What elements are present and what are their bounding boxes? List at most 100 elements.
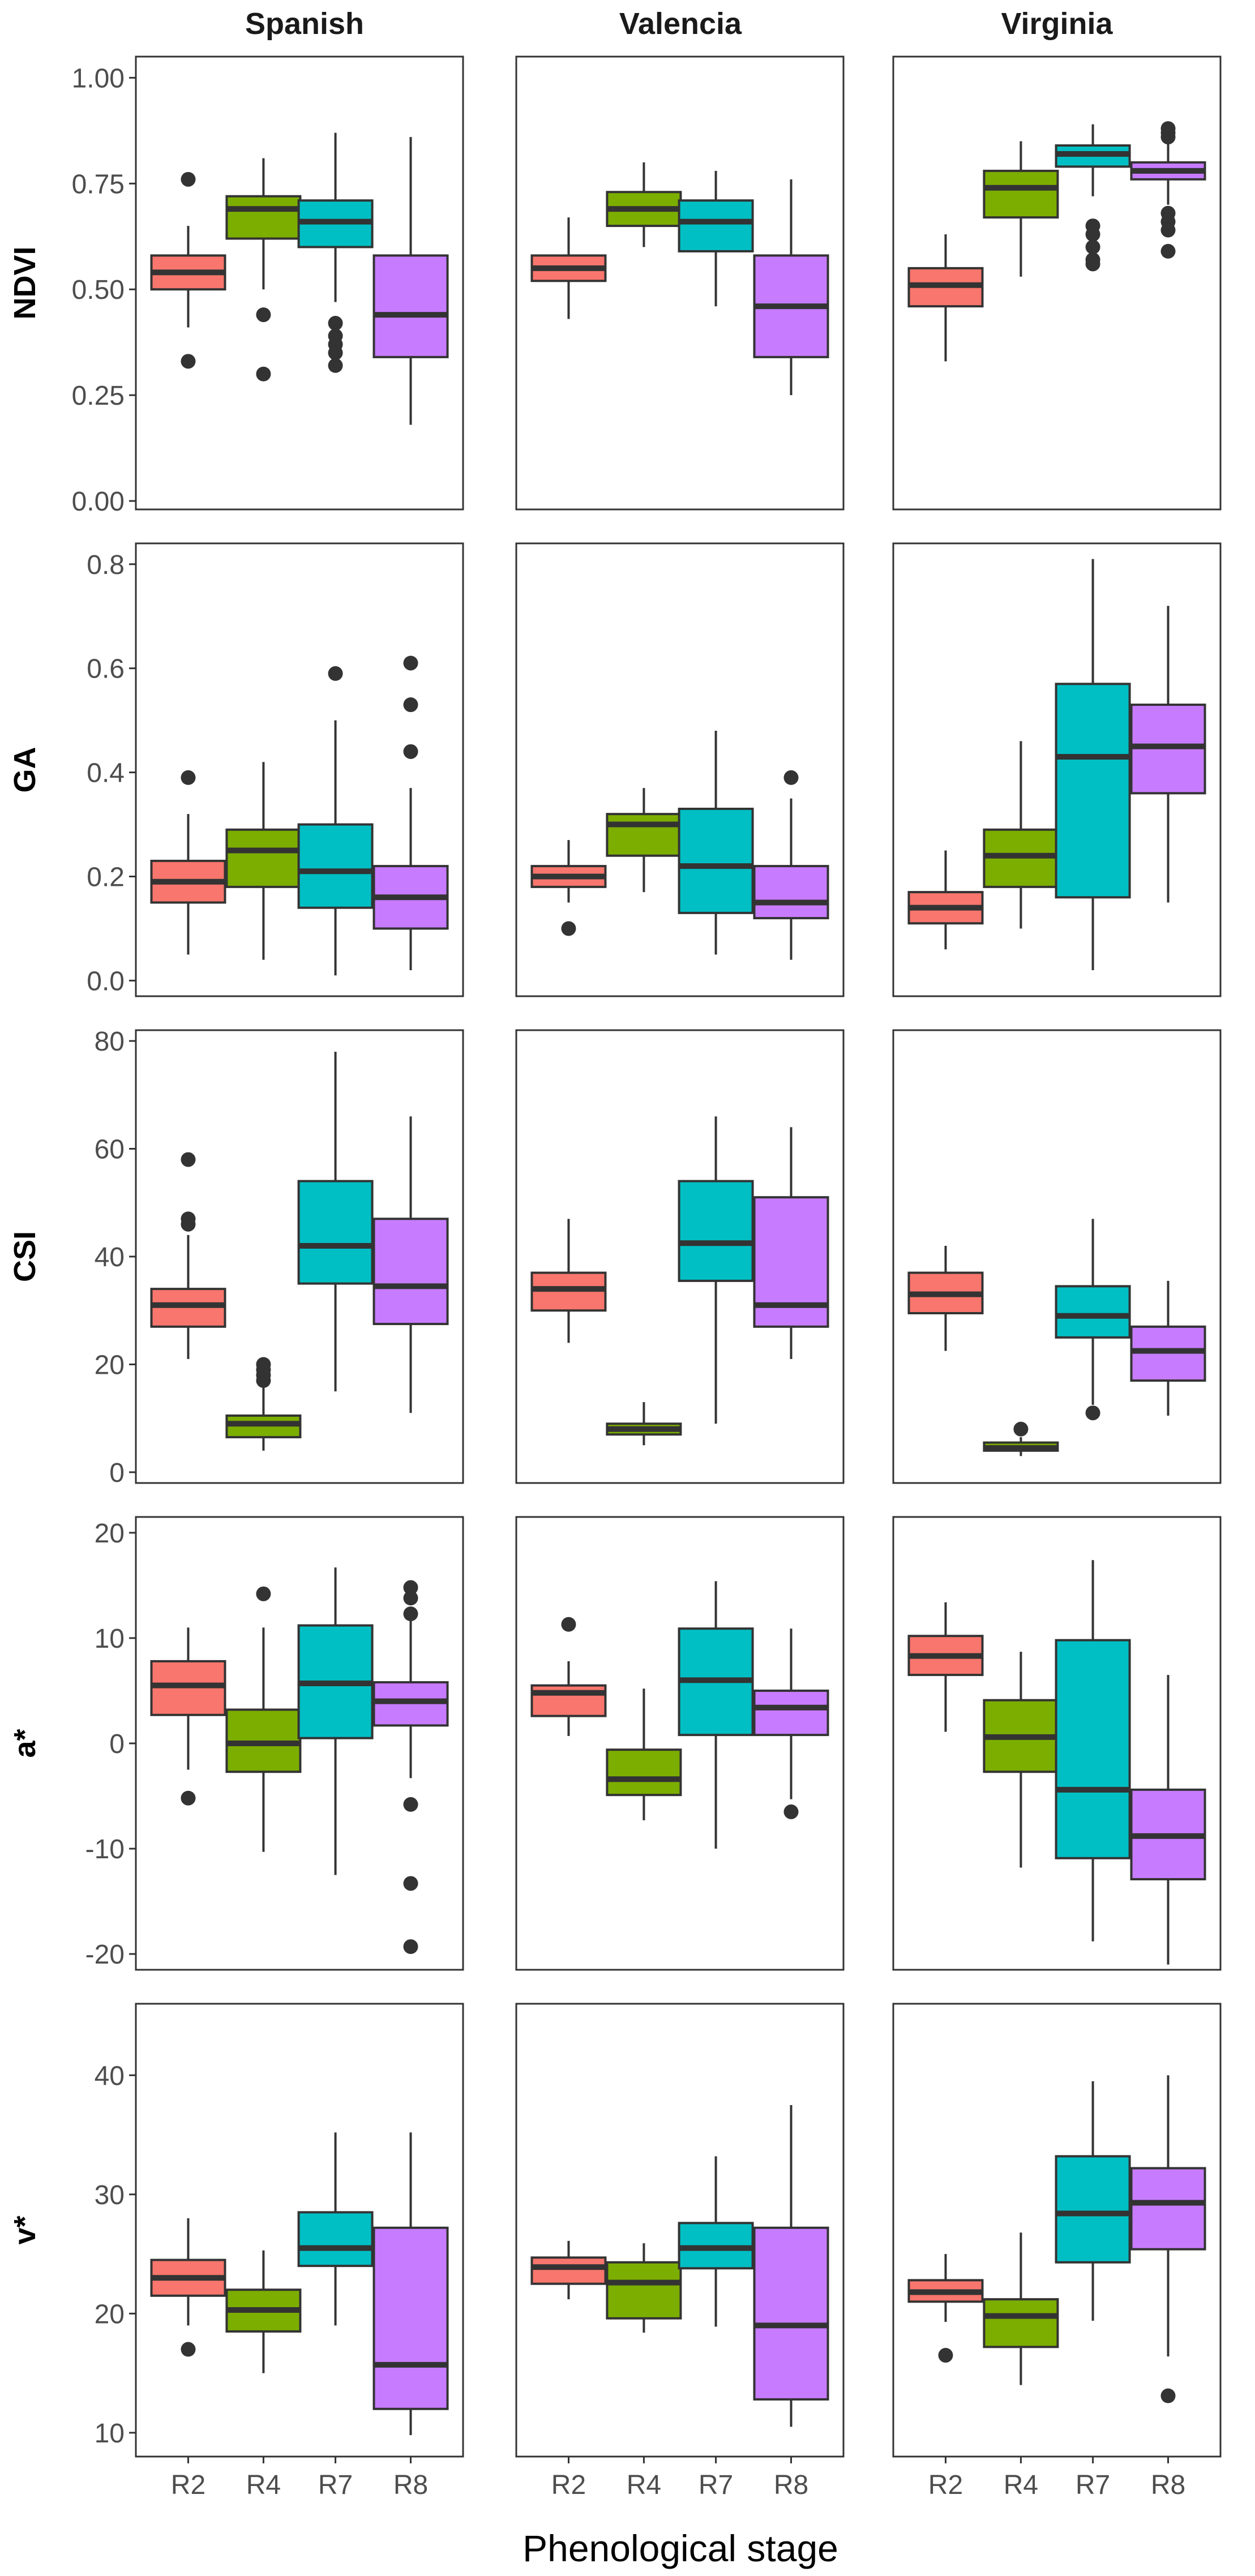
outlier-ga-spanish-r7-0 <box>328 666 343 681</box>
x-tick-label-spanish-r4: R4 <box>246 2470 281 2500</box>
outlier-csi-virginia-r4-0 <box>1013 1421 1029 1437</box>
panel-csi-valencia <box>515 1029 845 1484</box>
outlier-a-star-spanish-r8-2 <box>403 1606 418 1622</box>
y-tick-label-a-star-4: 20 <box>95 1519 125 1549</box>
outlier-ga-spanish-r2-0 <box>181 770 196 785</box>
outlier-a-star-valencia-r2-0 <box>561 1617 576 1632</box>
box-csi-virginia-r7 <box>1055 1285 1131 1339</box>
y-tick-label-a-star-2: 0 <box>109 1729 125 1759</box>
panel-ndvi-virginia <box>892 55 1222 511</box>
box-v-star-valencia-r2 <box>530 2256 607 2285</box>
outlier-a-star-spanish-r8-4 <box>403 1876 418 1891</box>
outlier-v-star-spanish-r2-0 <box>181 2342 196 2357</box>
panel-v-star-valencia <box>515 2003 845 2458</box>
box-ndvi-valencia-r7 <box>678 199 754 252</box>
panel-a-star-virginia <box>892 1516 1222 1971</box>
x-tick-label-spanish-r8: R8 <box>393 2470 428 2500</box>
y-tick-label-v-star-2: 30 <box>95 2180 125 2210</box>
outlier-a-star-spanish-r4-0 <box>256 1586 271 1601</box>
box-ndvi-spanish-r8 <box>372 254 449 358</box>
outlier-a-star-spanish-r8-0 <box>403 1580 418 1595</box>
facet-title-valencia: Valencia <box>619 7 742 41</box>
y-tick-label-a-star-3: 10 <box>95 1624 125 1654</box>
outlier-ndvi-virginia-r7-2 <box>1085 239 1100 255</box>
outlier-a-star-valencia-r8-0 <box>783 1804 799 1819</box>
box-v-star-spanish-r7 <box>297 2211 374 2268</box>
outlier-ndvi-virginia-r7-1 <box>1085 227 1100 242</box>
y-tick-label-csi-3: 60 <box>95 1135 125 1165</box>
panel-a-star-spanish <box>135 1516 464 1971</box>
y-tick-label-ndvi-3: 0.75 <box>72 169 125 199</box>
y-tick-label-ndvi-2: 0.50 <box>72 275 125 305</box>
box-v-star-virginia-r8 <box>1130 2167 1206 2251</box>
x-tick-label-valencia-r8: R8 <box>774 2470 808 2500</box>
facet-title-spanish: Spanish <box>245 7 364 41</box>
outlier-ga-spanish-r8-0 <box>403 655 418 671</box>
box-a-star-valencia-r8 <box>753 1689 829 1737</box>
box-ndvi-virginia-r4 <box>983 169 1059 219</box>
panel-ga-virginia <box>892 542 1222 997</box>
y-tick-label-ga-0: 0.0 <box>87 966 125 996</box>
outlier-csi-spanish-r2-0 <box>181 1152 196 1167</box>
y-tick-label-a-star-0: -20 <box>85 1940 125 1970</box>
panel-v-star-virginia <box>892 2003 1222 2458</box>
outlier-ndvi-spanish-r7-0 <box>328 316 343 331</box>
panel-ga-spanish <box>135 542 464 997</box>
box-csi-spanish-r7 <box>297 1180 374 1285</box>
panel-csi-virginia <box>892 1029 1222 1484</box>
x-tick-label-valencia-r4: R4 <box>627 2470 661 2500</box>
x-tick-label-virginia-r8: R8 <box>1151 2470 1185 2500</box>
outlier-ndvi-spanish-r2-0 <box>181 172 196 187</box>
outlier-ndvi-virginia-r8-5 <box>1160 222 1176 238</box>
plot-area: NDVI 0.00 0.25 0.50 0.75 1.00 GA 0.0 0.2 0.4 0.6 0.… <box>8 55 1222 2500</box>
box-ga-spanish-r4 <box>225 828 302 888</box>
y-tick-label-ga-2: 0.4 <box>87 758 125 788</box>
y-axis-label-csi: CSI <box>8 1231 42 1282</box>
x-tick-label-spanish-r7: R7 <box>318 2470 353 2500</box>
outlier-a-star-spanish-r8-5 <box>403 1939 418 1954</box>
box-a-star-valencia-r4 <box>606 1748 682 1797</box>
panel-ga-valencia <box>515 542 845 997</box>
facet-title-virginia: Virginia <box>1001 7 1113 41</box>
panel-frame-ga-valencia <box>515 542 845 997</box>
box-v-star-virginia-r7 <box>1055 2155 1131 2264</box>
outlier-ndvi-virginia-r8-2 <box>1160 130 1176 145</box>
box-ga-valencia-r7 <box>678 807 754 914</box>
y-tick-label-ga-3: 0.6 <box>87 654 125 684</box>
y-tick-label-v-star-0: 10 <box>95 2419 125 2449</box>
y-tick-label-ga-4: 0.8 <box>87 550 125 580</box>
box-ga-virginia-r7 <box>1055 683 1131 899</box>
outlier-v-star-virginia-r8-0 <box>1160 2388 1176 2403</box>
y-tick-label-a-star-1: -10 <box>85 1835 125 1865</box>
outlier-csi-spanish-r2-2 <box>181 1216 196 1232</box>
outlier-csi-spanish-r4-3 <box>256 1373 271 1388</box>
x-tick-label-virginia-r2: R2 <box>928 2470 963 2500</box>
outlier-ndvi-spanish-r7-4 <box>328 358 343 373</box>
box-ga-spanish-r7 <box>297 823 374 909</box>
x-tick-label-virginia-r7: R7 <box>1076 2470 1110 2500</box>
panel-v-star-spanish <box>135 2003 464 2458</box>
box-ndvi-spanish-r4 <box>225 195 302 240</box>
outlier-v-star-virginia-r2-0 <box>938 2348 953 2363</box>
y-tick-label-csi-1: 20 <box>95 1350 125 1380</box>
y-tick-label-csi-4: 80 <box>95 1027 125 1057</box>
y-axis-label-ndvi: NDVI <box>8 246 42 319</box>
outlier-a-star-spanish-r8-1 <box>403 1591 418 1606</box>
box-v-star-valencia-r4 <box>606 2261 682 2320</box>
box-ga-valencia-r4 <box>606 813 682 857</box>
box-csi-spanish-r8 <box>372 1218 449 1326</box>
y-tick-label-ndvi-0: 0.00 <box>72 487 125 517</box>
outlier-a-star-spanish-r2-0 <box>181 1790 196 1806</box>
y-tick-label-ndvi-4: 1.00 <box>72 63 125 93</box>
outlier-ga-valencia-r8-0 <box>783 770 799 785</box>
panel-ndvi-valencia <box>515 55 845 511</box>
box-v-star-spanish-r8 <box>372 2226 449 2410</box>
y-tick-label-csi-0: 0 <box>109 1458 125 1488</box>
outlier-ndvi-spanish-r2-1 <box>181 354 196 369</box>
box-csi-valencia-r7 <box>678 1180 754 1282</box>
y-tick-label-ga-1: 0.2 <box>87 863 125 893</box>
outlier-ga-spanish-r8-1 <box>403 697 418 713</box>
y-tick-label-csi-2: 40 <box>95 1242 125 1272</box>
outlier-ndvi-spanish-r4-0 <box>256 307 271 323</box>
